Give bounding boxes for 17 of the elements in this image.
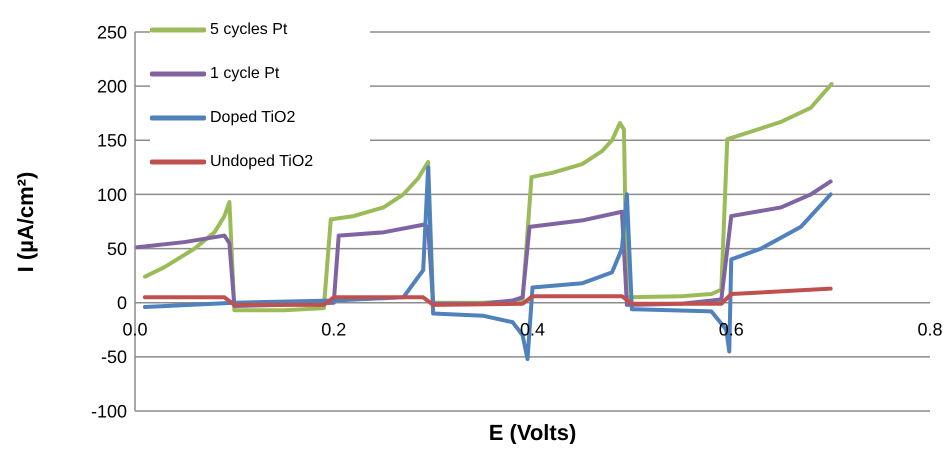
- y-tick-label: 0: [116, 293, 127, 314]
- legend-label: 1 cycle Pt: [210, 65, 280, 83]
- y-tick-label: -50: [100, 347, 127, 368]
- line-series: [142, 286, 833, 307]
- y-axis-title: I (µA/cm²): [13, 171, 39, 272]
- x-tick-label: 0.2: [321, 320, 346, 340]
- x-tick-label: 0.8: [917, 320, 943, 340]
- y-tick-label: 250: [96, 22, 127, 42]
- legend-label: Doped TiO2: [210, 109, 296, 127]
- legend-label: Undoped TiO2: [210, 153, 314, 171]
- x-tick-label: 0.0: [122, 320, 148, 340]
- y-tick-label: -100: [90, 401, 127, 422]
- y-tick-label: 100: [96, 184, 127, 205]
- y-tick-label: 50: [106, 238, 127, 259]
- y-tick-label: 150: [96, 130, 127, 151]
- legend-label: 5 cycles Pt: [210, 21, 288, 39]
- y-tick-label: 200: [96, 76, 127, 97]
